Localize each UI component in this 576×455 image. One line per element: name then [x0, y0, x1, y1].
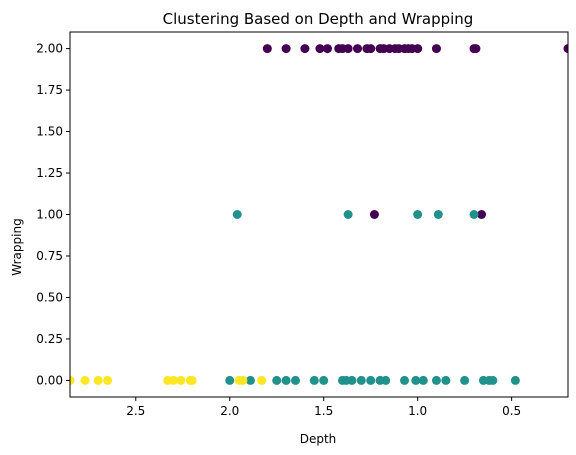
data-point [353, 44, 363, 54]
points-layer [70, 44, 568, 385]
data-point [103, 375, 113, 385]
data-point [93, 375, 103, 385]
data-point [433, 210, 443, 219]
data-point [238, 375, 248, 385]
y-tick-label: 1.00 [36, 208, 63, 222]
data-point [469, 210, 479, 219]
data-point [413, 44, 423, 54]
data-point [281, 375, 291, 385]
data-point [315, 44, 325, 54]
y-tick-label: 0.75 [36, 249, 63, 263]
data-point [322, 44, 332, 54]
y-tick-label: 0.00 [36, 373, 63, 387]
x-tick-label: 2.0 [220, 404, 239, 418]
data-point [366, 375, 376, 385]
data-point [366, 44, 376, 54]
data-point [411, 375, 421, 385]
data-point [232, 210, 242, 219]
data-point [431, 44, 441, 54]
data-point [168, 375, 178, 385]
x-axis-label: Depth [300, 432, 337, 446]
data-point [70, 375, 75, 385]
data-point [563, 44, 568, 54]
data-point [381, 375, 391, 385]
y-tick-label: 1.50 [36, 125, 63, 139]
y-axis-label: Wrapping [10, 218, 24, 275]
data-point [369, 210, 379, 219]
data-point [291, 375, 301, 385]
data-point [176, 375, 186, 385]
data-point [343, 44, 353, 54]
data-point [441, 375, 451, 385]
y-tick-label: 0.50 [36, 290, 63, 304]
y-tick-label: 1.25 [36, 166, 63, 180]
data-point [343, 210, 353, 219]
x-axis-ticks: 2.5 2.0 1.5 1.0 0.5 [126, 397, 521, 418]
data-point [281, 44, 291, 54]
chart-title: Clustering Based on Depth and Wrapping [163, 10, 474, 28]
y-tick-label: 2.00 [36, 42, 63, 56]
data-point [262, 44, 272, 54]
data-point [431, 375, 441, 385]
data-point [488, 375, 498, 385]
data-point [187, 375, 197, 385]
y-tick-label: 1.75 [36, 83, 63, 97]
x-tick-label: 0.5 [502, 404, 521, 418]
data-point [80, 375, 90, 385]
data-point [460, 375, 470, 385]
data-point [347, 375, 357, 385]
y-tick-label: 0.25 [36, 332, 63, 346]
data-point [309, 375, 319, 385]
data-point [225, 375, 235, 385]
data-point [257, 375, 267, 385]
plot-frame [69, 31, 569, 398]
data-point [471, 44, 481, 54]
x-tick-label: 1.5 [314, 404, 333, 418]
data-point [510, 375, 520, 385]
data-point [300, 44, 310, 54]
x-tick-label: 2.5 [126, 404, 145, 418]
data-point [400, 375, 410, 385]
data-point [477, 210, 487, 219]
y-axis-ticks: 0.00 0.25 0.50 0.75 1.00 1.25 1.50 1.75 2.00 [36, 42, 70, 387]
data-point [418, 375, 428, 385]
data-point [319, 375, 329, 385]
data-point [356, 375, 366, 385]
data-point [245, 375, 255, 385]
data-point [272, 375, 282, 385]
data-point [413, 210, 423, 219]
x-tick-label: 1.0 [408, 404, 427, 418]
